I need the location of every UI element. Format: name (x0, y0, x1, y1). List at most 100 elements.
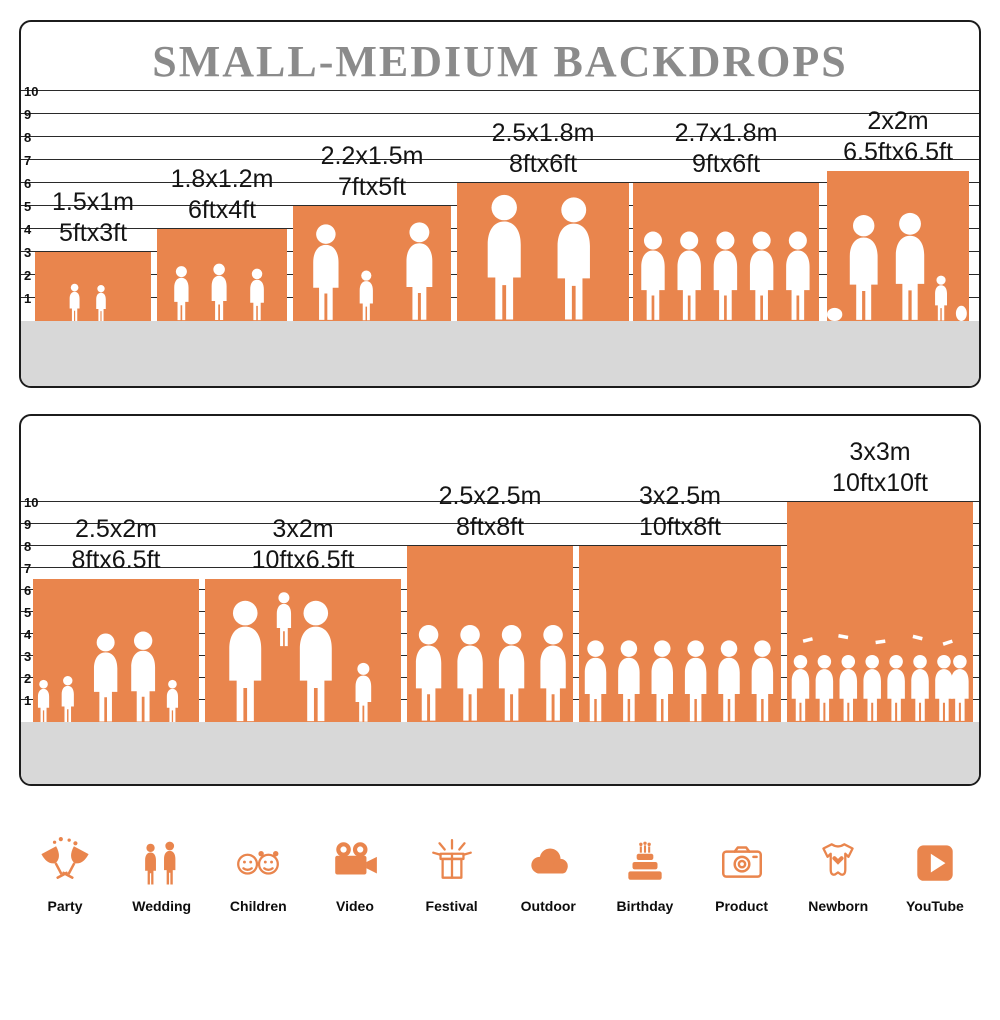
category-label: Video (336, 898, 374, 914)
ruler-number: 7 (24, 153, 32, 168)
size-feet: 8ftx6.5ft (71, 546, 161, 574)
category-label: Outdoor (520, 898, 576, 914)
silhouette-family (313, 222, 433, 321)
size-metric: 2.5x2m (75, 515, 157, 543)
ruler-number: 8 (24, 539, 32, 554)
silhouette-wedding-couple (487, 195, 590, 320)
youtube-icon (917, 845, 953, 881)
floor (21, 321, 979, 386)
newborn-icon (822, 843, 854, 876)
bar-size-label: 1.8x1.2m 6ftx4ft (171, 164, 274, 226)
size-metric: 2.7x1.8m (674, 119, 778, 147)
ruler-number: 9 (24, 517, 32, 532)
bar-size-label: 2.7x1.8m 9ftx6ft (675, 118, 778, 180)
page-title: SMALL-MEDIUM BACKDROPS (152, 37, 848, 86)
size-metric: 3x2m (272, 515, 334, 543)
size-metric: 2x2m (867, 107, 929, 135)
size-feet: 10ftx10ft (832, 469, 928, 497)
silhouette-family-with-pets (827, 212, 967, 321)
category-label: Party (47, 898, 83, 914)
ruler-number: 9 (24, 107, 32, 122)
backdrop-swatch (457, 183, 629, 321)
bar-size-label: 1.5x1m 5ftx3ft (52, 187, 134, 249)
backdrop-swatch (787, 502, 973, 722)
ruler-number: 6 (24, 176, 32, 191)
bar-size-label: 3x2.5m 10ftx8ft (639, 481, 721, 543)
wedding-icon (144, 841, 176, 885)
category-wedding: Wedding (117, 836, 207, 914)
category-festival: Festival (407, 836, 497, 914)
ruler-number: 1 (24, 291, 32, 306)
size-metric: 2.5x1.8m (491, 119, 595, 147)
backdrop-swatch (407, 546, 573, 722)
ruler-number: 5 (24, 605, 32, 620)
backdrop-bar-8x6-5ft: 2.5x2m 8ftx6.5ft (33, 514, 199, 722)
bar-size-label: 2.5x2m 8ftx6.5ft (72, 514, 161, 576)
bar-size-label: 3x3m 10ftx10ft (832, 437, 928, 499)
size-metric: 1.5x1m (52, 188, 134, 216)
ruler-number: 5 (24, 199, 32, 214)
size-feet: 8ftx6ft (508, 150, 578, 178)
gridline (21, 136, 979, 137)
category-youtube: YouTube (890, 836, 980, 914)
category-label: Birthday (616, 898, 674, 914)
category-label: Festival (425, 898, 478, 914)
backdrop-swatch (33, 579, 199, 722)
backdrop-swatch (633, 183, 819, 321)
category-label: Wedding (132, 898, 192, 914)
bar-size-label: 3x2m 10ftx6.5ft (252, 514, 355, 576)
backdrop-bar-9x6ft: 2.7x1.8m 9ftx6ft (633, 118, 819, 321)
gridline (21, 523, 979, 524)
ruler-number: 4 (24, 627, 32, 642)
backdrop-swatch (35, 252, 151, 321)
size-metric: 2.5x2.5m (438, 482, 542, 510)
ruler-number: 3 (24, 245, 32, 260)
silhouette-graduation-crowd (791, 634, 969, 722)
ruler-number: 7 (24, 561, 32, 576)
size-chart-panel-small: SMALL-MEDIUM BACKDROPS 10 9 8 7 6 5 4 3 … (19, 20, 981, 388)
category-row: Party Wedding (20, 836, 980, 914)
backdrop-bar-7x5ft: 2.2x1.5m 7ftx5ft (293, 141, 451, 321)
size-chart-panel-medium: 10 9 8 7 6 5 4 3 2 1 2.5x2m 8ftx6.5ft (19, 414, 981, 786)
silhouette-parents-lifting-child (229, 591, 372, 722)
bar-size-label: 2.2x1.5m 7ftx5ft (321, 141, 424, 203)
category-label: Newborn (808, 898, 869, 914)
gridline (21, 113, 979, 114)
ruler-number: 10 (24, 495, 39, 510)
backdrop-swatch (579, 546, 781, 722)
floor (21, 722, 979, 784)
ruler-number: 6 (24, 583, 32, 598)
category-product: Product (697, 836, 787, 914)
gridline (21, 501, 979, 502)
backdrop-bar-5x3ft: 1.5x1m 5ftx3ft (35, 187, 151, 321)
backdrop-bar-10x10ft: 3x3m 10ftx10ft (787, 437, 973, 722)
outdoor-icon (531, 848, 569, 874)
gridline (21, 545, 979, 546)
product-icon (721, 846, 762, 878)
silhouette-reading-kids (69, 283, 106, 321)
ruler-number: 2 (24, 268, 32, 283)
size-feet: 10ftx8ft (639, 513, 721, 541)
silhouette-running-kids (174, 264, 264, 321)
size-feet: 8ftx8ft (455, 513, 525, 541)
category-label: YouTube (906, 898, 964, 914)
party-icon (41, 837, 89, 879)
category-birthday: Birthday (600, 836, 690, 914)
category-label: Product (715, 898, 769, 914)
size-metric: 2.2x1.5m (320, 142, 424, 170)
silhouette-standing-adults (415, 625, 566, 722)
backdrop-bar-10x8ft: 3x2.5m 10ftx8ft (579, 481, 781, 722)
backdrop-size-infographic: SMALL-MEDIUM BACKDROPS 10 9 8 7 6 5 4 3 … (0, 20, 1000, 1020)
backdrop-swatch (293, 206, 451, 321)
gridline (21, 159, 979, 160)
category-children: Children (213, 836, 303, 914)
bar-size-label: 2x2m 6.5ftx6.5ft (843, 106, 953, 168)
category-label: Children (229, 898, 287, 914)
backdrop-bar-10x6-5ft: 3x2m 10ftx6.5ft (205, 514, 401, 722)
size-feet: 9ftx6ft (691, 150, 761, 178)
backdrop-bar-8x6ft: 2.5x1.8m 8ftx6ft (457, 118, 629, 321)
festival-icon (431, 839, 472, 879)
size-feet: 10ftx6.5ft (251, 546, 355, 574)
category-party: Party (20, 836, 110, 914)
ruler-number: 2 (24, 671, 32, 686)
